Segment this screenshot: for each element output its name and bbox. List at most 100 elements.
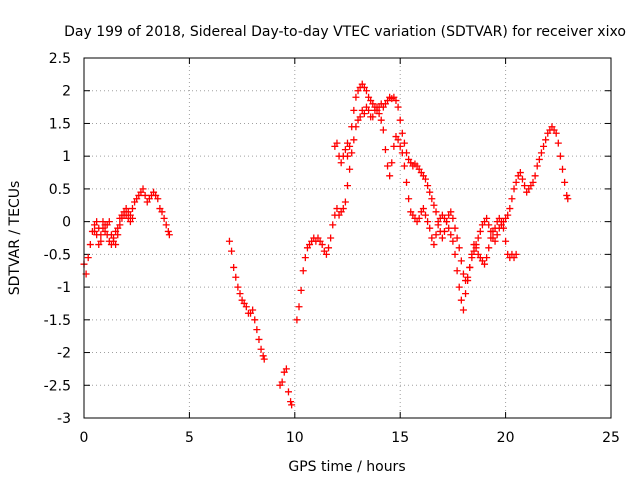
- data-point: [403, 178, 411, 186]
- data-point: [97, 237, 105, 245]
- data-point: [344, 139, 351, 147]
- data-point: [164, 227, 172, 235]
- series-track-a2: [91, 211, 136, 249]
- data-point: [260, 355, 268, 363]
- data-point: [426, 224, 434, 232]
- data-point: [329, 221, 337, 229]
- data-point: [516, 169, 524, 177]
- data-point: [251, 316, 259, 324]
- data-point: [559, 165, 567, 173]
- data-point: [101, 221, 109, 229]
- data-point: [453, 267, 461, 275]
- y-tick-label: -1.5: [44, 313, 71, 329]
- data-point: [278, 378, 286, 386]
- data-point: [344, 182, 351, 190]
- y-tick-label: -1: [57, 280, 71, 296]
- y-tick-labels: 2.5 2 1.5 1 0.5 0 -0.5 -1 -1.5 -2 -2.5 -3: [44, 51, 71, 427]
- data-point: [103, 231, 111, 239]
- data-point: [116, 221, 124, 229]
- data-point: [493, 231, 501, 239]
- data-point: [293, 316, 301, 324]
- data-point: [556, 152, 564, 160]
- data-point: [430, 241, 438, 249]
- y-tick-label: 1: [62, 149, 71, 165]
- data-point: [333, 139, 341, 147]
- data-point: [430, 201, 438, 209]
- data-point: [540, 142, 548, 150]
- data-point: [86, 241, 94, 249]
- data-point: [485, 244, 493, 252]
- data-point: [369, 113, 377, 121]
- data-point: [462, 290, 470, 298]
- data-point: [487, 234, 495, 242]
- data-point: [512, 178, 520, 186]
- data-point: [228, 247, 236, 255]
- data-point: [457, 257, 465, 265]
- data-point: [154, 195, 162, 203]
- y-tick-label: 1.5: [49, 116, 71, 132]
- series-track-b: [225, 237, 268, 363]
- data-point: [105, 218, 113, 226]
- data-point: [93, 231, 101, 239]
- data-point: [107, 241, 115, 249]
- data-point: [341, 146, 349, 154]
- data-point: [453, 234, 461, 242]
- data-point: [491, 224, 499, 232]
- data-point: [510, 185, 518, 193]
- data-point: [110, 234, 118, 242]
- data-point: [394, 103, 402, 111]
- y-tick-label: -0.5: [44, 247, 71, 263]
- data-point: [428, 195, 436, 203]
- y-tick-label: 2: [62, 84, 71, 100]
- data-point: [504, 211, 512, 219]
- series-track-a: [80, 185, 173, 278]
- data-point: [466, 263, 474, 271]
- x-axis-label: GPS time / hours: [288, 459, 405, 475]
- data-point: [352, 93, 360, 101]
- data-point: [521, 182, 529, 190]
- series-track-d: [293, 103, 572, 324]
- data-point: [481, 260, 489, 268]
- data-point: [257, 345, 265, 353]
- y-tick-label: -2: [57, 346, 71, 362]
- data-point: [339, 205, 347, 213]
- data-point: [325, 244, 333, 252]
- data-point: [327, 234, 335, 242]
- data-point: [537, 149, 545, 157]
- data-point: [350, 106, 358, 114]
- y-tick-label: -2.5: [44, 378, 71, 394]
- data-point: [236, 290, 244, 298]
- data-point: [455, 244, 463, 252]
- data-point: [474, 234, 482, 242]
- y-axis-label: SDTVAR / TECUs: [7, 181, 23, 296]
- data-point: [242, 303, 250, 311]
- data-point: [362, 87, 370, 95]
- data-point: [128, 214, 136, 222]
- data-point: [301, 254, 309, 262]
- data-point: [139, 185, 147, 193]
- data-point: [348, 149, 356, 157]
- data-point: [554, 139, 562, 147]
- data-point: [499, 224, 507, 232]
- data-point: [84, 254, 92, 262]
- data-point: [512, 250, 520, 258]
- data-point: [141, 191, 149, 199]
- data-point: [464, 273, 472, 281]
- data-point: [403, 149, 411, 157]
- data-point: [396, 142, 404, 150]
- data-point: [485, 221, 493, 229]
- data-point: [424, 182, 432, 190]
- data-point: [284, 388, 292, 396]
- x-tick-label: 5: [185, 430, 194, 446]
- data-point: [405, 195, 413, 203]
- data-point: [426, 188, 434, 196]
- series-track-f: [331, 139, 351, 167]
- data-point: [502, 237, 510, 245]
- data-point: [455, 283, 463, 291]
- y-tick-label: -3: [57, 411, 71, 427]
- x-tick-label: 25: [602, 430, 620, 446]
- data-point: [483, 214, 491, 222]
- data-point: [249, 306, 257, 314]
- data-point: [468, 250, 476, 258]
